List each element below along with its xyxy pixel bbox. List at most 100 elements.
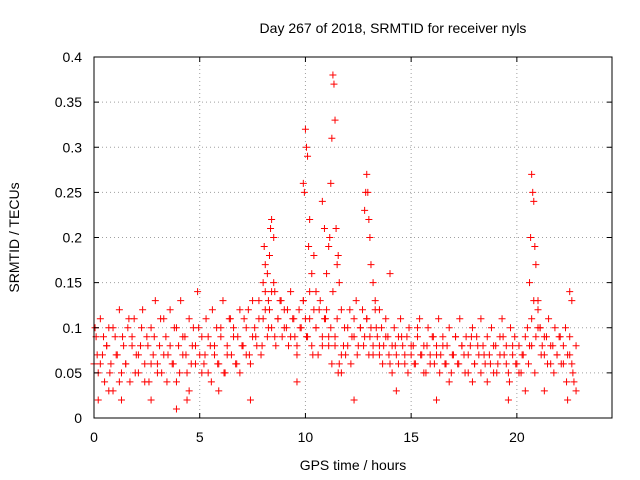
data-point <box>572 387 580 395</box>
data-point <box>526 279 534 287</box>
data-point <box>561 324 569 332</box>
data-point <box>455 360 463 368</box>
data-point <box>117 369 125 377</box>
data-point <box>290 315 298 323</box>
data-point <box>117 396 125 404</box>
data-point <box>417 351 425 359</box>
data-point <box>436 369 444 377</box>
data-point <box>278 333 286 341</box>
data-point <box>215 387 223 395</box>
data-point <box>128 342 136 350</box>
data-point <box>397 315 405 323</box>
data-point <box>331 116 339 124</box>
data-point <box>220 369 228 377</box>
data-point <box>302 143 310 151</box>
data-point <box>204 369 212 377</box>
data-point <box>308 342 316 350</box>
data-point <box>230 324 238 332</box>
data-point <box>109 324 117 332</box>
data-point <box>211 342 219 350</box>
data-point <box>316 297 324 305</box>
data-point <box>200 360 208 368</box>
data-point <box>394 360 402 368</box>
data-point <box>507 324 515 332</box>
data-point <box>540 333 548 341</box>
data-point <box>214 360 222 368</box>
data-point <box>312 324 320 332</box>
data-point <box>337 351 345 359</box>
data-point <box>537 351 545 359</box>
data-point <box>386 360 394 368</box>
data-point <box>122 360 130 368</box>
data-point <box>153 360 161 368</box>
data-point <box>251 324 259 332</box>
data-point <box>293 342 301 350</box>
data-point <box>103 342 111 350</box>
data-point <box>458 342 466 350</box>
data-point <box>493 369 501 377</box>
data-point <box>413 324 421 332</box>
data-point <box>433 351 441 359</box>
data-point <box>350 333 358 341</box>
axis-ticks: 0 5 10 15 20 0 0.05 0.1 0.15 0.2 0.25 0.3 0.35 0.4 <box>55 49 612 445</box>
data-point <box>385 351 393 359</box>
data-point <box>366 333 374 341</box>
data-point <box>545 315 553 323</box>
data-point <box>306 215 314 223</box>
data-point <box>111 333 119 341</box>
data-point <box>528 342 536 350</box>
data-point <box>166 306 174 314</box>
data-point <box>456 315 464 323</box>
data-point <box>515 342 523 350</box>
data-point <box>487 324 495 332</box>
data-point <box>296 324 304 332</box>
data-point <box>274 315 282 323</box>
data-point <box>301 125 309 133</box>
data-point <box>423 342 431 350</box>
data-point <box>553 351 561 359</box>
data-point <box>295 306 303 314</box>
data-point <box>318 342 326 350</box>
data-point <box>518 351 526 359</box>
data-point <box>230 333 238 341</box>
data-point <box>329 71 337 79</box>
data-point <box>568 360 576 368</box>
data-point <box>310 252 318 260</box>
data-point <box>350 396 358 404</box>
x-tick-label: 20 <box>509 429 525 445</box>
data-point <box>204 333 212 341</box>
data-point <box>105 387 113 395</box>
data-point <box>332 224 340 232</box>
data-point <box>563 378 571 386</box>
data-point <box>101 378 109 386</box>
data-point <box>177 297 185 305</box>
data-point <box>511 333 519 341</box>
data-point <box>335 279 343 287</box>
data-point <box>433 396 441 404</box>
data-point <box>544 360 552 368</box>
data-point <box>401 351 409 359</box>
data-point <box>410 360 418 368</box>
data-point <box>115 378 123 386</box>
y-axis-label: SRMTID / TECUs <box>6 182 22 292</box>
data-point <box>568 297 576 305</box>
data-point <box>392 351 400 359</box>
data-point <box>112 351 120 359</box>
data-point <box>392 387 400 395</box>
data-point <box>496 351 504 359</box>
data-point <box>264 297 272 305</box>
data-point <box>272 342 280 350</box>
data-point <box>191 360 199 368</box>
data-point <box>504 396 512 404</box>
data-point <box>327 179 335 187</box>
data-point <box>536 324 544 332</box>
data-point <box>556 333 564 341</box>
data-point <box>566 333 574 341</box>
data-point <box>505 378 513 386</box>
data-point <box>404 369 412 377</box>
data-point <box>143 333 151 341</box>
chart-title: Day 267 of 2018, SRMTID for receiver nyl… <box>260 20 527 36</box>
y-tick-label: 0.25 <box>55 184 82 200</box>
data-point <box>360 342 368 350</box>
data-point <box>283 306 291 314</box>
